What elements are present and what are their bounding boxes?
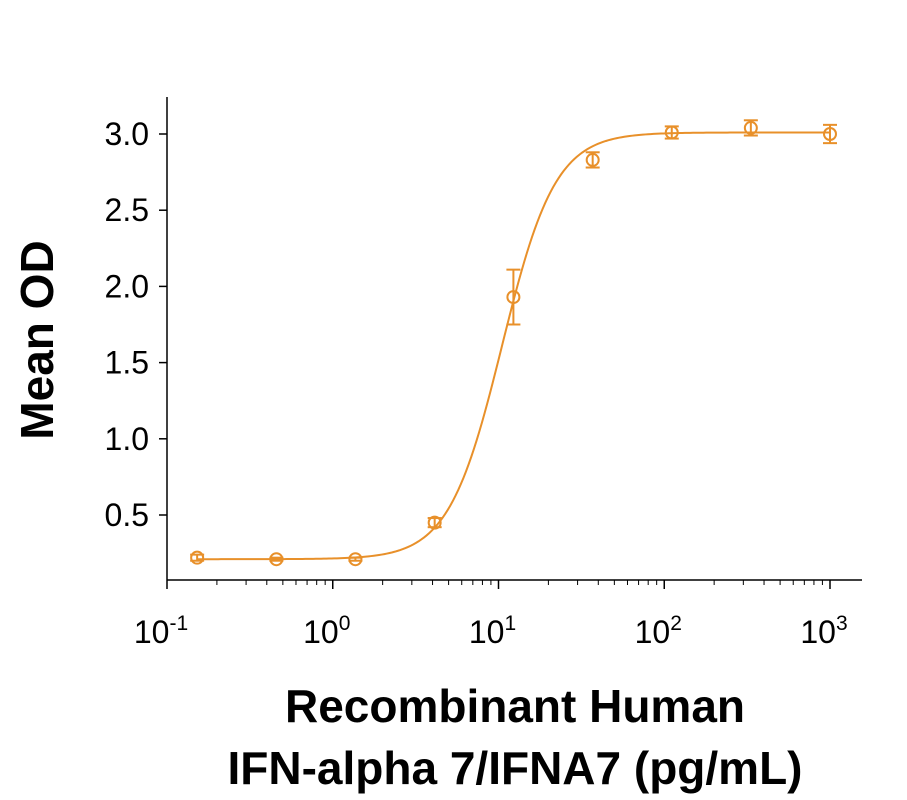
data-point — [427, 515, 442, 530]
x-axis-title-line-1: Recombinant Human — [285, 680, 745, 732]
data-point — [743, 119, 758, 137]
data-point — [664, 125, 679, 140]
data-marker — [427, 515, 442, 530]
y-tick-label: 2.5 — [105, 192, 149, 228]
y-axis-ticks: 0.5 1.0 1.5 2.0 2.5 3.0 — [105, 116, 167, 533]
data-point — [506, 268, 521, 326]
y-tick-label: 3.0 — [105, 116, 149, 152]
x-tick-label: 10-1 — [134, 612, 188, 650]
data-marker — [506, 290, 521, 305]
x-tick-label: 100 — [303, 612, 350, 650]
axes — [166, 97, 862, 581]
y-axis-title: Mean OD — [11, 240, 63, 439]
x-tick-label: 103 — [800, 612, 847, 650]
data-points-layer — [190, 119, 837, 567]
x-axis-ticks: 10-1 100 101 102 103 — [134, 580, 848, 650]
data-point — [190, 550, 205, 565]
data-point — [585, 151, 600, 169]
x-axis-title-line-2: IFN-alpha 7/IFNA7 (pg/mL) — [228, 742, 803, 794]
y-tick-label: 2.0 — [105, 268, 149, 304]
fit-curve-layer — [197, 131, 830, 561]
data-marker — [664, 125, 679, 140]
y-tick-label: 1.0 — [105, 421, 149, 457]
data-marker — [190, 550, 205, 565]
fit-curve — [197, 131, 830, 561]
data-point — [348, 552, 363, 567]
data-marker — [743, 120, 758, 135]
x-tick-label: 102 — [635, 612, 682, 650]
data-marker — [585, 152, 600, 167]
x-tick-label: 101 — [469, 612, 516, 650]
y-tick-label: 1.5 — [105, 345, 149, 381]
data-point — [269, 552, 284, 567]
y-tick-label: 0.5 — [105, 497, 149, 533]
data-marker — [823, 127, 837, 141]
data-point — [823, 123, 837, 145]
data-marker — [269, 552, 284, 567]
data-marker — [348, 552, 363, 567]
